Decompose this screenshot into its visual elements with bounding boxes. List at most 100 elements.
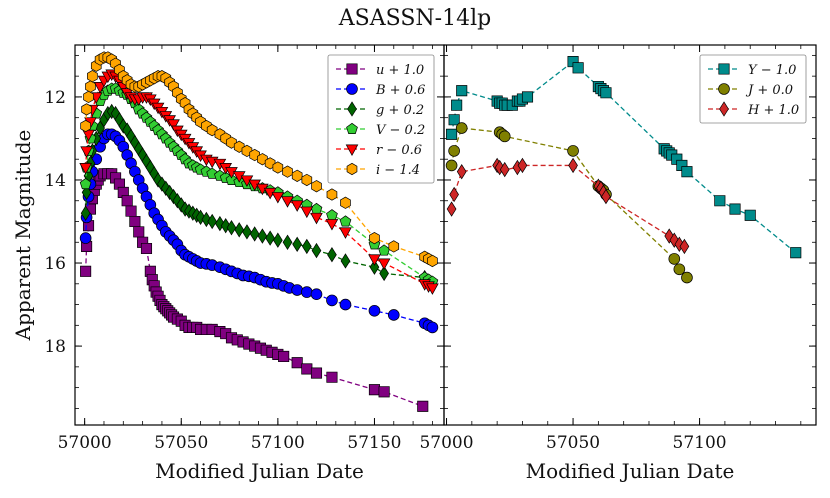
data-point [291,284,303,296]
data-point [517,157,528,174]
x-tick-label: 57100 [251,433,305,453]
data-point [679,238,690,255]
x-tick-label: 57000 [58,433,112,453]
data-point [80,146,93,158]
data-point [167,119,180,131]
x-tick-label: 57050 [154,433,208,453]
data-point [271,192,285,204]
data-point [326,209,338,221]
data-point [83,90,94,104]
data-point [79,163,92,175]
data-point [164,184,175,201]
y-tick-label: 12 [44,88,66,108]
data-point [80,119,91,133]
panel-right: 57000 57050 57100 Modified Julian Date Y − 1… [419,44,817,483]
series-r-0.6 [79,69,439,295]
data-point [456,85,468,97]
x-tick-label: 57150 [347,433,401,453]
data-point [310,202,323,215]
legend-label: Y − 1.0 [748,63,796,78]
data-point [311,180,322,193]
data-point [572,62,584,74]
data-point [744,209,756,221]
data-point [257,228,268,244]
data-point [668,253,681,265]
data-point [426,283,439,295]
series-line [450,164,685,248]
data-point [249,226,260,242]
data-point [201,211,212,228]
data-point [207,213,218,230]
legend-marker [346,122,358,134]
x-tick-label: 57100 [673,433,727,453]
legend-marker [718,83,730,95]
legend-marker [347,101,357,117]
data-point [714,195,726,207]
data-point [368,304,381,317]
data-point [567,145,579,157]
series-B+0.6 [79,128,439,334]
legend-label: r − 0.6 [376,143,422,158]
data-point [451,99,463,111]
data-point [326,294,338,307]
data-point [168,188,179,205]
data-point [339,298,352,311]
data-point [121,195,133,207]
data-point [368,384,380,396]
data-point [445,159,458,172]
legend-right: Y − 1.0 J + 0.0 H + 1.0 [699,54,807,124]
data-point [301,363,313,375]
data-point [226,220,237,236]
data-point [79,177,92,190]
data-point [278,350,290,363]
x-tick-label: 57000 [419,433,473,453]
data-point [448,145,460,157]
data-point [172,193,183,209]
data-point [273,232,283,248]
series-i-1.4 [80,51,438,268]
legend-label: B + 0.6 [375,83,425,98]
legend-marker [346,83,358,95]
legend-label: u + 1.0 [376,63,424,78]
y-tick-label: 16 [44,254,66,274]
chart-title: ASASSN-14lp [338,6,492,31]
data-point [160,180,171,196]
data-point [369,231,380,245]
data-point [325,219,339,231]
data-point [340,196,351,209]
series-J+0.0 [445,122,693,284]
data-point [265,230,275,246]
data-point [378,386,390,398]
data-point [291,357,303,369]
data-point [79,232,92,244]
data-point [427,254,438,268]
data-point [272,161,284,174]
data-point [326,188,338,201]
data-point [310,367,323,379]
data-point [426,321,439,334]
data-point [195,209,206,226]
data-point [281,196,294,208]
legend-marker [346,162,358,176]
y-tick-label: 14 [44,171,66,191]
data-point [327,247,337,263]
data-point [310,212,323,225]
series-H+1.0 [446,157,690,255]
data-point [449,186,459,203]
data-point [292,236,303,253]
data-point [300,206,314,219]
data-point [669,232,680,248]
legend-label: H + 1.0 [747,103,799,118]
plot-frame-right [443,44,817,426]
data-point [498,130,511,143]
legend-marker [346,63,358,75]
legend-label: J + 0.0 [745,83,793,98]
data-point [729,203,741,215]
data-point [80,265,92,277]
data-point [446,201,457,217]
data-point [456,163,467,180]
data-point [220,217,231,234]
data-point [140,242,153,255]
data-point [600,87,612,99]
